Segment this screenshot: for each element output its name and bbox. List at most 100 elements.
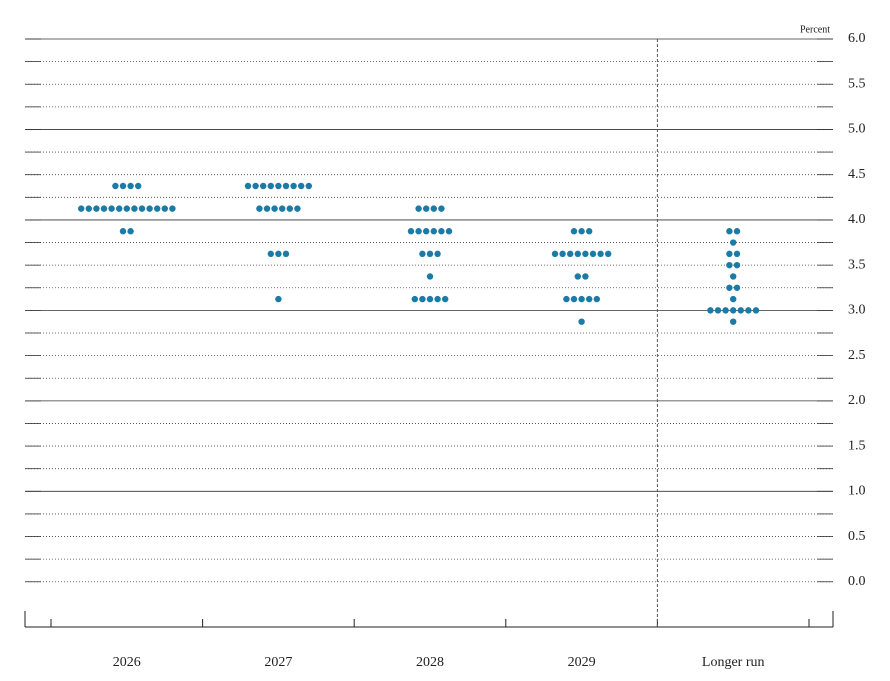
- dot: [419, 295, 426, 303]
- dot: [570, 295, 578, 303]
- x-tick-label: 2027: [264, 655, 292, 670]
- dot: [119, 228, 127, 235]
- dot: [426, 250, 434, 258]
- dot: [726, 250, 733, 258]
- dot: [85, 205, 93, 212]
- dot: [434, 250, 441, 258]
- dot: [582, 250, 589, 258]
- dot: [290, 182, 297, 190]
- dot: [112, 182, 119, 190]
- dot: [78, 205, 85, 212]
- dot: [260, 182, 267, 190]
- dot: [582, 273, 589, 280]
- dot: [586, 295, 593, 303]
- dot: [407, 228, 415, 235]
- dot: [415, 205, 422, 212]
- dot: [733, 261, 741, 269]
- dot: [430, 228, 437, 235]
- dot: [586, 228, 593, 235]
- dot: [745, 307, 752, 314]
- dot: [733, 250, 741, 258]
- dot: [574, 250, 581, 258]
- dot: [279, 205, 286, 212]
- y-tick-label: 1.0: [848, 484, 866, 499]
- dot: [730, 273, 737, 280]
- dot: [423, 205, 430, 212]
- dot: [286, 205, 293, 212]
- dot: [737, 307, 744, 314]
- dot: [714, 307, 722, 314]
- dot: [733, 284, 741, 291]
- dot: [726, 261, 733, 269]
- dot: [578, 295, 585, 303]
- dot: [267, 250, 274, 258]
- dot: [305, 182, 312, 190]
- dot: [551, 250, 559, 258]
- dot: [438, 205, 445, 212]
- y-tick-label: 4.0: [848, 212, 866, 227]
- dot: [263, 205, 271, 212]
- dot: [730, 318, 737, 325]
- dot: [275, 250, 282, 258]
- dot: [127, 228, 134, 235]
- dot: [563, 295, 570, 303]
- y-tick-label: 0.0: [848, 574, 866, 589]
- dot: [426, 273, 434, 280]
- dot: [567, 250, 574, 258]
- y-tick-label: 4.5: [848, 167, 866, 182]
- y-tick-label: 5.5: [848, 76, 866, 91]
- y-tick-label: 3.5: [848, 257, 866, 272]
- dot: [726, 228, 733, 235]
- unit-label: Percent: [800, 24, 830, 35]
- dot: [442, 295, 449, 303]
- dot: [131, 205, 138, 212]
- dot: [161, 205, 168, 212]
- dot: [733, 228, 741, 235]
- dot: [445, 228, 453, 235]
- dot: [123, 205, 130, 212]
- dot: [426, 295, 434, 303]
- dot: [119, 182, 127, 190]
- dot: [169, 205, 176, 212]
- dot: [730, 295, 737, 303]
- x-tick-label: 2029: [568, 655, 596, 670]
- dot: [752, 307, 760, 314]
- x-tick-label: 2028: [416, 655, 444, 670]
- dot: [578, 318, 585, 325]
- dot: [135, 182, 142, 190]
- dot: [430, 205, 437, 212]
- dot: [730, 307, 737, 314]
- dot: [282, 250, 290, 258]
- dot: [256, 205, 263, 212]
- y-tick-label: 2.5: [848, 348, 866, 363]
- y-tick-label: 2.0: [848, 393, 866, 408]
- dot: [415, 228, 422, 235]
- dot: [271, 205, 278, 212]
- y-tick-label: 3.0: [848, 303, 866, 318]
- dot: [116, 205, 123, 212]
- dot: [108, 205, 115, 212]
- dot: [423, 228, 430, 235]
- dot: [570, 228, 578, 235]
- dot: [267, 182, 274, 190]
- dot: [127, 182, 134, 190]
- dot: [707, 307, 714, 314]
- y-tick-label: 5.0: [848, 122, 866, 137]
- dot: [275, 295, 282, 303]
- dot: [154, 205, 161, 212]
- dot: [578, 228, 585, 235]
- dot: [275, 182, 282, 190]
- dot: [574, 273, 581, 280]
- dot: [726, 284, 733, 291]
- dot: [589, 250, 597, 258]
- dot: [294, 205, 301, 212]
- dot: [100, 205, 108, 212]
- dot: [419, 250, 426, 258]
- dot: [93, 205, 100, 212]
- dot: [252, 182, 259, 190]
- x-tick-label: Longer run: [702, 655, 765, 670]
- dot: [244, 182, 252, 190]
- dot: [411, 295, 418, 303]
